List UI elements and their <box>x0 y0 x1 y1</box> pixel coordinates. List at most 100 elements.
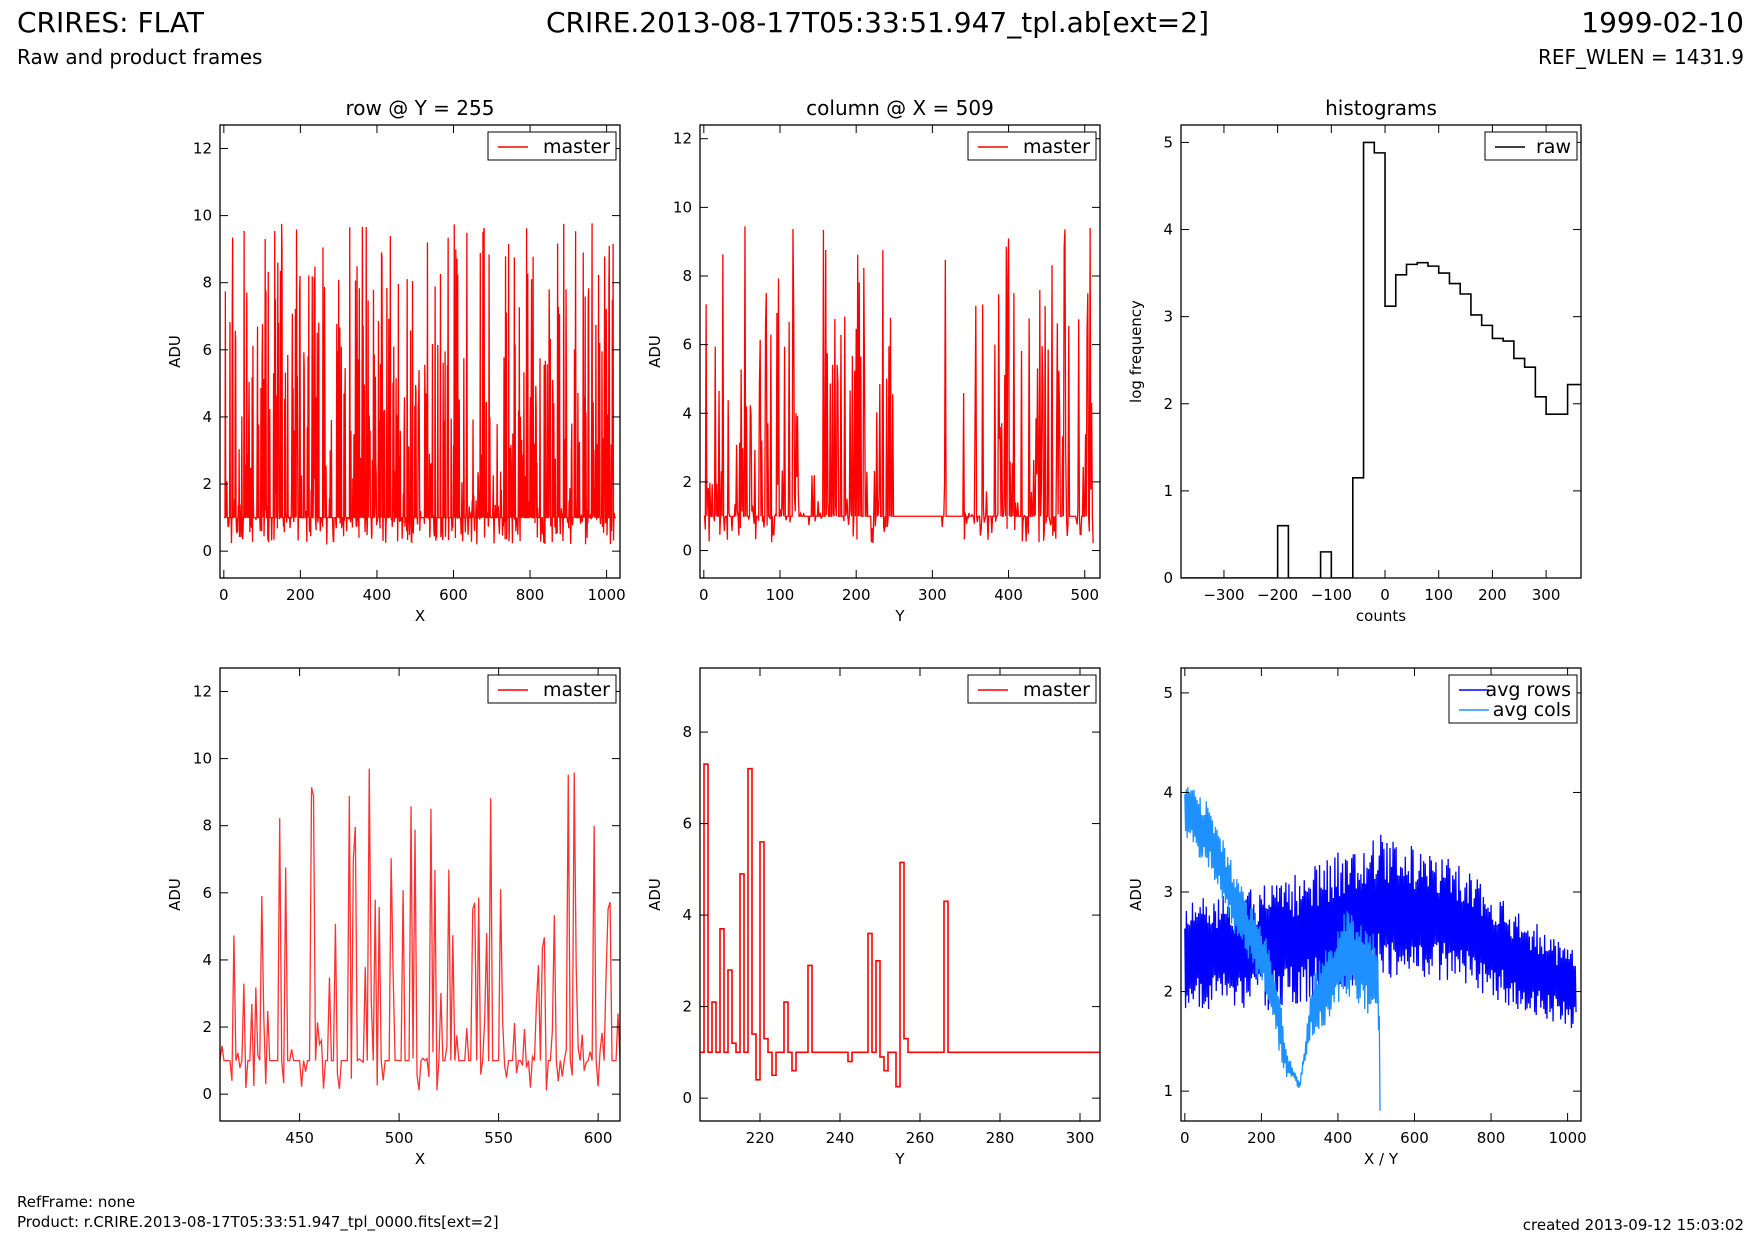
chart-p6: 0 200 400 600 800 1000 1 2 3 4 5 X / Y ADU avg rowsav… <box>1127 667 1587 1168</box>
x-tick-label: 600 <box>1400 1129 1429 1147</box>
x-tick-label: 400 <box>363 586 392 604</box>
y-tick-label: 8 <box>202 274 212 292</box>
y-tick-label: 0 <box>682 1089 692 1107</box>
legend-label: raw <box>1536 136 1571 158</box>
y-tick-label: 3 <box>1163 883 1173 901</box>
x-tick-label: 220 <box>746 1129 775 1147</box>
y-tick-label: 2 <box>682 473 692 491</box>
x-tick-label: 240 <box>826 1129 855 1147</box>
legend-label: master <box>1023 679 1090 701</box>
chart-p5: 220 240 260 280 300 0 2 4 6 8 Y ADU master <box>646 667 1101 1168</box>
y-tick-label: 1 <box>1163 482 1173 500</box>
x-tick-label: 800 <box>1477 1129 1506 1147</box>
report-title: CRIRES: FLAT <box>17 6 204 39</box>
x-tick-label: 280 <box>986 1129 1015 1147</box>
x-tick-label: 0 <box>699 586 709 604</box>
y-tick-label: 0 <box>682 542 692 560</box>
x-tick-label: 200 <box>1478 586 1507 604</box>
y-tick-label: 8 <box>202 817 212 835</box>
y-tick-label: 2 <box>1163 983 1173 1001</box>
plot-frame <box>219 667 621 1122</box>
legend-box <box>1484 131 1578 161</box>
y-tick-label: 4 <box>202 951 212 969</box>
plot-frame <box>219 124 621 579</box>
plot-frame <box>1180 124 1582 579</box>
y-tick-label: 6 <box>202 341 212 359</box>
x-tick-label: 400 <box>994 586 1023 604</box>
legend-box <box>487 131 617 161</box>
y-tick-label: 10 <box>193 207 212 225</box>
x-tick-label: 600 <box>584 1129 613 1147</box>
series-group <box>1181 141 1581 578</box>
legend-label: master <box>543 136 610 158</box>
legend-label: master <box>543 679 610 701</box>
y-tick-label: 2 <box>1163 395 1173 413</box>
x-tick-label: 0 <box>219 586 229 604</box>
x-tick-label: 0 <box>1380 586 1390 604</box>
legend-label: master <box>1023 136 1090 158</box>
x-axis-label: Y <box>894 607 905 625</box>
legend-box <box>487 674 617 704</box>
y-tick-label: 1 <box>1163 1082 1173 1100</box>
x-tick-label: −100 <box>1311 586 1352 604</box>
y-tick-label: 4 <box>202 408 212 426</box>
x-tick-label: −300 <box>1203 586 1244 604</box>
chart-p3: −300 −200 −100 0 100 200 300 0 1 2 3 4 5 histograms co… <box>1127 96 1582 625</box>
legend-label: avg rows <box>1486 679 1571 701</box>
legend-box <box>967 131 1097 161</box>
product-label: Product: r.CRIRE.2013-08-17T05:33:51.947… <box>17 1213 499 1231</box>
y-tick-label: 4 <box>1163 221 1173 239</box>
y-tick-label: 4 <box>682 906 692 924</box>
y-tick-label: 2 <box>202 475 212 493</box>
y-tick-label: 10 <box>673 198 692 216</box>
y-axis-label: ADU <box>166 335 184 368</box>
legend-box <box>1448 674 1578 724</box>
x-tick-label: 200 <box>286 586 315 604</box>
chart-title: row @ Y = 255 <box>346 96 495 120</box>
y-tick-label: 12 <box>193 139 212 157</box>
series-group <box>220 768 620 1091</box>
series-line-p6-1 <box>1184 787 1381 1111</box>
y-tick-label: 12 <box>193 682 212 700</box>
x-tick-label: 500 <box>385 1129 414 1147</box>
chart-p1: 0 200 400 600 800 1000 0 2 4 6 8 10 12 row @ Y = 255 X… <box>166 96 626 625</box>
chart-p4: 450 500 550 600 0 2 4 6 8 10 12 X ADU master <box>166 667 621 1168</box>
x-tick-label: 300 <box>1066 1129 1095 1147</box>
series-line-p1-0 <box>223 223 616 545</box>
y-tick-label: 8 <box>682 723 692 741</box>
y-tick-label: 8 <box>682 267 692 285</box>
y-tick-label: 4 <box>682 404 692 422</box>
series-line-p2-0 <box>703 226 1094 544</box>
y-tick-label: 6 <box>202 884 212 902</box>
series-group <box>1184 787 1577 1111</box>
plot-frame <box>1180 667 1582 1122</box>
y-tick-label: 0 <box>1163 569 1173 587</box>
series-line-p6-0 <box>1184 834 1577 1029</box>
file-title: CRIRE.2013-08-17T05:33:51.947_tpl.ab[ext… <box>545 6 1209 39</box>
x-axis-label: X / Y <box>1364 1150 1399 1168</box>
x-tick-label: 300 <box>918 586 947 604</box>
chart-title: histograms <box>1325 96 1437 120</box>
created-label: created 2013-09-12 15:03:02 <box>1522 1216 1744 1234</box>
x-axis-label: counts <box>1356 607 1406 625</box>
y-tick-label: 5 <box>1163 684 1173 702</box>
x-tick-label: 0 <box>1180 1129 1190 1147</box>
series-group <box>703 226 1094 544</box>
series-line-p4-0 <box>220 768 620 1091</box>
x-tick-label: 200 <box>1247 1129 1276 1147</box>
y-tick-label: 0 <box>202 542 212 560</box>
x-tick-label: 1000 <box>1549 1129 1587 1147</box>
y-tick-label: 12 <box>673 130 692 148</box>
plot-frame <box>699 667 1101 1122</box>
x-tick-label: 300 <box>1532 586 1561 604</box>
x-tick-label: 800 <box>516 586 545 604</box>
y-tick-label: 0 <box>202 1085 212 1103</box>
x-tick-label: 450 <box>285 1129 314 1147</box>
y-tick-label: 6 <box>682 815 692 833</box>
y-tick-label: 2 <box>682 998 692 1016</box>
x-tick-label: 100 <box>1424 586 1453 604</box>
series-line-p5-0 <box>700 763 1100 1088</box>
y-axis-label: ADU <box>646 335 664 368</box>
y-tick-label: 4 <box>1163 783 1173 801</box>
